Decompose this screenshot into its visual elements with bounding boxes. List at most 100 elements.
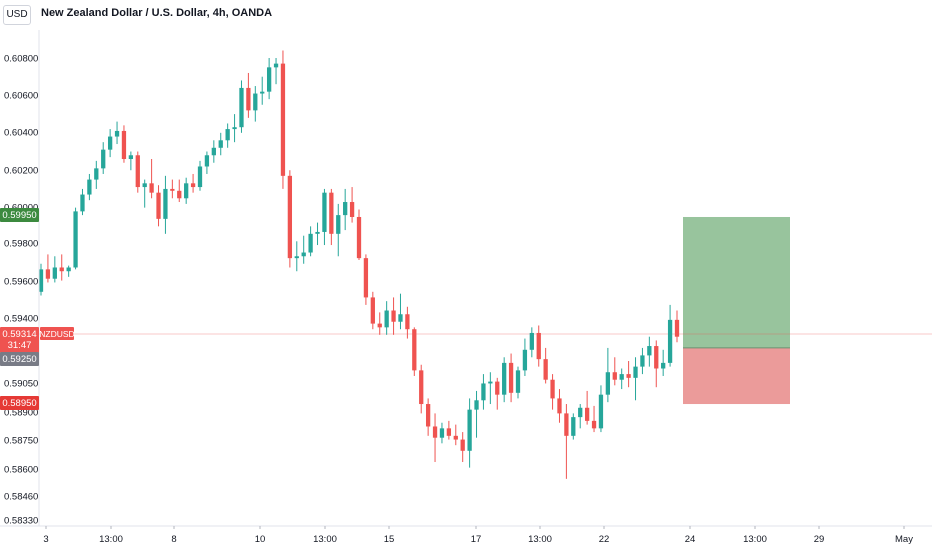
currency-button[interactable]: USD [3,5,31,25]
candle-body [557,398,562,414]
candle[interactable] [488,372,493,405]
candle[interactable] [197,160,203,191]
candle[interactable] [363,254,369,305]
candle[interactable] [38,263,44,296]
candle[interactable] [564,404,569,479]
candle[interactable] [474,390,479,438]
candle[interactable] [356,209,362,261]
candle[interactable] [190,173,196,193]
candle[interactable] [412,327,417,376]
candle[interactable] [432,413,438,463]
candle[interactable] [308,226,313,257]
candle[interactable] [315,222,320,246]
candle[interactable] [640,347,645,375]
candle[interactable] [571,413,576,440]
candle[interactable] [536,325,541,367]
profit-zone[interactable] [683,216,790,348]
candle[interactable] [446,420,452,440]
candle[interactable] [239,80,244,133]
candle[interactable] [674,310,680,343]
candle[interactable] [301,235,306,264]
candle[interactable] [218,132,223,156]
candle[interactable] [377,312,382,335]
candle[interactable] [156,185,161,227]
candle[interactable] [522,338,528,376]
candle[interactable] [66,265,71,277]
candle[interactable] [73,207,78,270]
candle[interactable] [170,179,175,199]
candle[interactable] [343,188,348,231]
candle[interactable] [467,398,472,468]
candle[interactable] [149,159,154,199]
candle[interactable] [336,203,341,257]
candle[interactable] [370,291,375,330]
candle[interactable] [211,140,216,163]
candle[interactable] [605,347,611,403]
candle[interactable] [384,301,389,335]
candle[interactable] [515,366,521,399]
candle[interactable] [101,142,106,174]
candle[interactable] [584,390,590,425]
candle[interactable] [246,72,251,118]
candle[interactable] [619,368,624,390]
candle[interactable] [398,293,403,330]
candle[interactable] [204,151,210,174]
candle[interactable] [508,353,514,403]
candle[interactable] [626,361,631,388]
candle[interactable] [184,177,189,204]
candle[interactable] [260,76,265,105]
candle[interactable] [550,374,555,410]
candle[interactable] [391,297,396,335]
candle[interactable] [425,398,431,436]
candle[interactable] [121,125,127,163]
candle[interactable] [647,336,652,367]
candle[interactable] [598,385,604,433]
candle[interactable] [329,188,334,246]
loss-zone[interactable] [683,347,790,405]
candle[interactable] [419,364,424,414]
candle[interactable] [52,256,57,283]
candle[interactable] [502,357,507,403]
candle[interactable] [107,129,113,158]
candle[interactable] [87,173,92,201]
candle-body [667,319,673,363]
candle[interactable] [59,254,64,281]
candle[interactable] [287,170,293,268]
candle[interactable] [266,58,272,100]
candle[interactable] [661,349,666,376]
candle[interactable] [529,327,534,358]
candle[interactable] [633,357,638,401]
candle[interactable] [453,424,458,446]
candle[interactable] [114,121,120,145]
candle[interactable] [543,347,548,384]
candle[interactable] [128,151,134,171]
candle[interactable] [481,374,486,410]
candle[interactable] [294,241,299,272]
candle[interactable] [142,179,147,208]
candle[interactable] [177,179,182,203]
candle[interactable] [273,58,279,85]
candle[interactable] [557,389,562,423]
candle[interactable] [94,160,99,189]
candle[interactable] [612,357,617,386]
candle[interactable] [439,422,445,444]
candle[interactable] [163,175,168,234]
candle[interactable] [667,304,673,367]
candle[interactable] [135,151,140,193]
candle[interactable] [591,405,597,433]
candle[interactable] [654,340,659,388]
candle[interactable] [253,86,258,122]
candle[interactable] [45,254,51,283]
candle[interactable] [578,404,583,429]
candle[interactable] [460,432,465,463]
candle[interactable] [495,377,500,410]
candle[interactable] [280,50,286,189]
candle[interactable] [349,187,355,223]
candle[interactable] [405,306,410,339]
candle[interactable] [232,114,237,143]
candle[interactable] [225,123,230,148]
candle[interactable] [80,188,85,216]
candle[interactable] [322,188,327,246]
